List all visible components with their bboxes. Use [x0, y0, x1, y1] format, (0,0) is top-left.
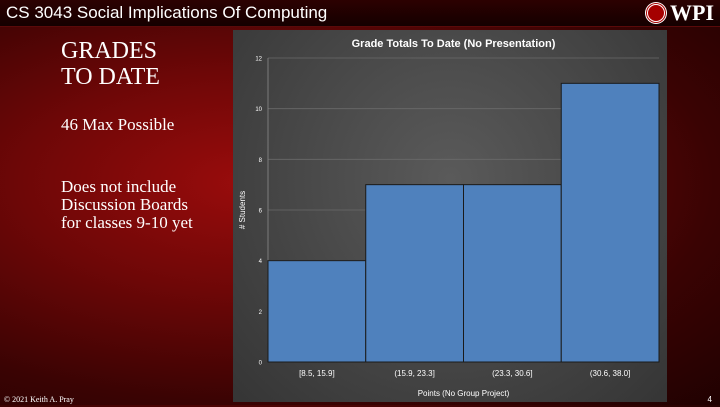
slide-heading: GRADES TO DATE — [61, 38, 211, 90]
x-tick-label-2: (23.3, 30.6] — [492, 369, 532, 378]
discussion-note: Does not include Discussion Boards for c… — [61, 178, 226, 232]
bar-0 — [267, 260, 367, 363]
y-tick-label-6: 6 — [259, 209, 263, 215]
bar-3 — [560, 82, 660, 363]
note-line-1: Does not include — [61, 177, 177, 196]
page-number: 4 — [707, 395, 712, 404]
note-line-2: Discussion Boards — [61, 195, 189, 214]
bar-2 — [463, 184, 562, 363]
x-axis-label: Points (No Group Project) — [418, 389, 510, 398]
heading-line-1: GRADES — [61, 38, 158, 64]
y-tick-label-12: 12 — [255, 57, 262, 63]
wpi-logo: WPI — [645, 1, 714, 25]
title-bar: CS 3043 Social Implications Of Computing… — [0, 0, 720, 27]
y-tick-label-10: 10 — [255, 107, 262, 113]
wpi-wordmark: WPI — [670, 0, 714, 25]
chart-frame: Grade Totals To Date (No Presentation) 0 2… — [233, 30, 667, 402]
chart-title: Grade Totals To Date (No Presentation) — [352, 38, 556, 50]
course-title: CS 3043 Social Implications Of Computing — [6, 3, 328, 22]
heading-line-2: TO DATE — [61, 64, 160, 90]
x-tick-label-1: (15.9, 23.3] — [394, 369, 434, 378]
y-tick-label-0: 0 — [259, 361, 263, 367]
bar-1 — [365, 184, 464, 363]
y-axis-label: # Students — [238, 191, 247, 229]
max-possible-text: 46 Max Possible — [61, 115, 175, 134]
y-tick-label-4: 4 — [259, 259, 263, 265]
wpi-seal-icon — [645, 2, 667, 24]
y-tick-label-8: 8 — [259, 158, 263, 164]
x-tick-label-0: [8.5, 15.9] — [299, 369, 335, 378]
y-tick-label-2: 2 — [259, 310, 263, 316]
histogram-chart: Grade Totals To Date (No Presentation) 0 2… — [238, 38, 660, 398]
copyright-footer: © 2021 Keith A. Pray — [4, 395, 74, 404]
note-line-3: for classes 9-10 yet — [61, 213, 193, 232]
x-tick-label-3: (30.6, 38.0] — [590, 369, 630, 378]
